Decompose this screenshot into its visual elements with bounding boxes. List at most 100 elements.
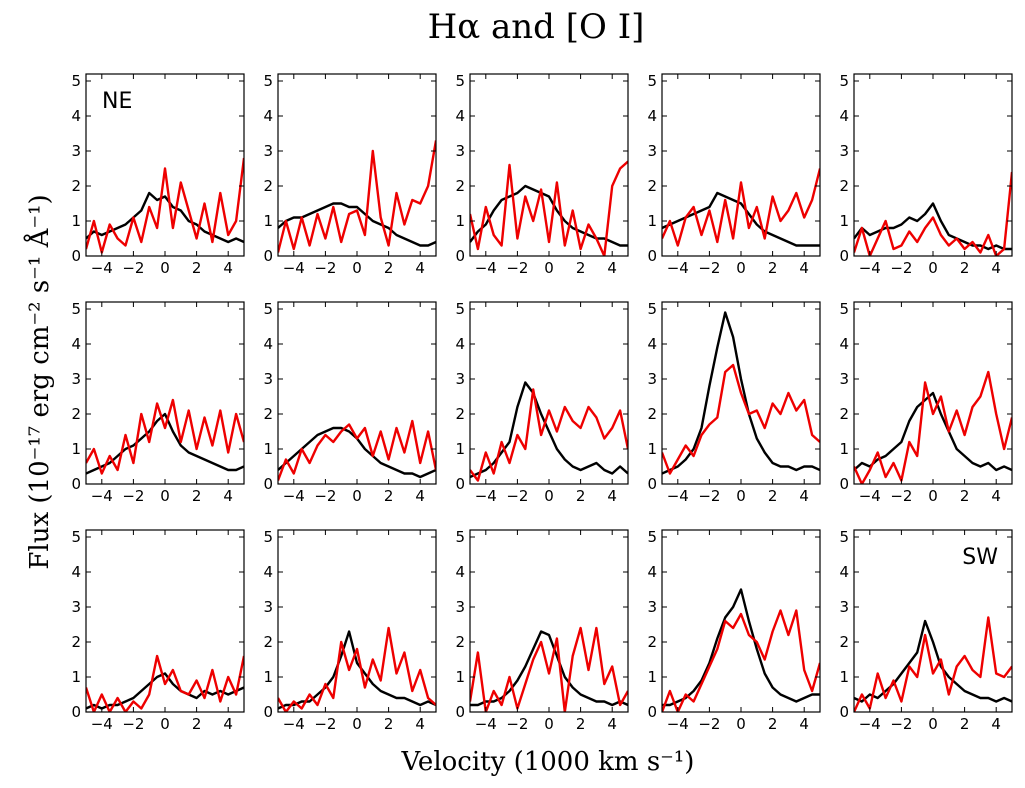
y-tick-label: 3	[71, 370, 81, 388]
panel-3-2: −4 −2 0 2 4 0 1 2 3 4 5	[263, 528, 437, 733]
x-tick-label: 2	[768, 715, 778, 733]
panel-grid: −4 −2 0 2 4 0 1 2 3 4 5 NE −4 −2 0 2 4 0 1 2 3 4 5 −4 −2 0 2 4 0 1 2 3 4…	[71, 72, 1013, 733]
x-tick-label: −4	[667, 487, 689, 505]
x-tick-label: 0	[928, 487, 938, 505]
y-tick-label: 3	[71, 142, 81, 160]
y-tick-label: 4	[839, 335, 849, 353]
y-tick-label: 5	[71, 72, 81, 90]
y-tick-label: 1	[839, 212, 849, 230]
x-tick-label: −2	[890, 487, 912, 505]
x-tick-label: 2	[768, 259, 778, 277]
x-tick-label: −4	[667, 715, 689, 733]
y-tick-label: 0	[71, 475, 81, 493]
x-tick-label: 0	[352, 487, 362, 505]
y-tick-label: 5	[839, 300, 849, 318]
x-tick-label: 0	[160, 715, 170, 733]
y-tick-label: 1	[839, 440, 849, 458]
region-label-ne: NE	[102, 89, 132, 114]
y-tick-label: 5	[839, 72, 849, 90]
y-tick-label: 0	[647, 247, 657, 265]
y-tick-label: 4	[71, 107, 81, 125]
x-tick-label: −2	[698, 487, 720, 505]
x-tick-label: −2	[314, 259, 336, 277]
x-tick-label: −2	[122, 487, 144, 505]
y-tick-label: 4	[455, 335, 465, 353]
y-tick-label: 1	[647, 212, 657, 230]
x-tick-label: 2	[960, 715, 970, 733]
series-oi-line	[854, 370, 1012, 484]
x-tick-label: 4	[223, 487, 233, 505]
x-tick-label: −4	[667, 259, 689, 277]
x-tick-label: −4	[283, 487, 305, 505]
x-tick-label: 2	[960, 259, 970, 277]
figure-title: Hα and [O I]	[428, 7, 645, 47]
x-tick-label: 2	[960, 487, 970, 505]
y-tick-label: 1	[71, 668, 81, 686]
y-tick-label: 1	[647, 440, 657, 458]
x-tick-label: −2	[506, 487, 528, 505]
panel-background	[278, 302, 436, 484]
y-tick-label: 1	[455, 668, 465, 686]
x-tick-label: 4	[991, 715, 1001, 733]
series-oi-line	[470, 626, 628, 712]
x-tick-label: 0	[544, 487, 554, 505]
x-tick-label: 2	[384, 259, 394, 277]
y-tick-label: 3	[71, 598, 81, 616]
panel-background	[86, 74, 244, 256]
y-tick-label: 2	[455, 405, 465, 423]
x-tick-label: 4	[799, 487, 809, 505]
y-tick-label: 3	[647, 142, 657, 160]
y-tick-label: 3	[263, 142, 273, 160]
y-tick-label: 5	[71, 300, 81, 318]
x-tick-label: −2	[698, 259, 720, 277]
y-tick-label: 4	[455, 563, 465, 581]
y-tick-label: 2	[71, 177, 81, 195]
x-tick-label: −4	[475, 259, 497, 277]
x-tick-label: 4	[991, 487, 1001, 505]
x-tick-label: 4	[223, 259, 233, 277]
y-tick-label: 5	[263, 72, 273, 90]
panel-2-1: −4 −2 0 2 4 0 1 2 3 4 5	[71, 300, 245, 505]
x-tick-label: 0	[352, 259, 362, 277]
x-tick-label: 4	[607, 487, 617, 505]
y-tick-label: 3	[839, 598, 849, 616]
y-tick-label: 2	[71, 633, 81, 651]
x-tick-label: −2	[506, 715, 528, 733]
x-tick-label: −2	[890, 715, 912, 733]
x-tick-label: 2	[192, 715, 202, 733]
x-tick-label: 4	[223, 715, 233, 733]
y-tick-label: 3	[263, 598, 273, 616]
y-tick-label: 5	[647, 300, 657, 318]
series-halpha-line	[662, 191, 820, 247]
y-tick-label: 3	[647, 598, 657, 616]
series-halpha-line	[662, 311, 820, 475]
series-halpha-line	[470, 184, 628, 247]
y-tick-label: 0	[839, 247, 849, 265]
x-tick-label: 2	[384, 487, 394, 505]
x-tick-label: 4	[799, 715, 809, 733]
x-tick-label: 0	[736, 715, 746, 733]
y-tick-label: 4	[455, 107, 465, 125]
y-tick-label: 4	[839, 563, 849, 581]
series-halpha-line	[278, 202, 436, 247]
series-oi-line	[854, 616, 1012, 712]
x-tick-label: −4	[283, 259, 305, 277]
panel-background	[86, 302, 244, 484]
series-oi-line	[278, 626, 436, 712]
y-tick-label: 4	[263, 107, 273, 125]
y-tick-label: 2	[263, 633, 273, 651]
region-label-sw: SW	[962, 545, 998, 570]
series-oi-line	[278, 419, 436, 481]
panel-background	[470, 302, 628, 484]
x-tick-label: 4	[607, 715, 617, 733]
y-tick-label: 0	[455, 703, 465, 721]
panel-background	[854, 74, 1012, 256]
y-tick-label: 2	[71, 405, 81, 423]
panel-3-4: −4 −2 0 2 4 0 1 2 3 4 5	[647, 528, 821, 733]
y-tick-label: 5	[263, 528, 273, 546]
x-tick-label: −4	[859, 715, 881, 733]
y-tick-label: 1	[263, 212, 273, 230]
x-tick-label: 0	[160, 259, 170, 277]
x-tick-label: 4	[607, 259, 617, 277]
